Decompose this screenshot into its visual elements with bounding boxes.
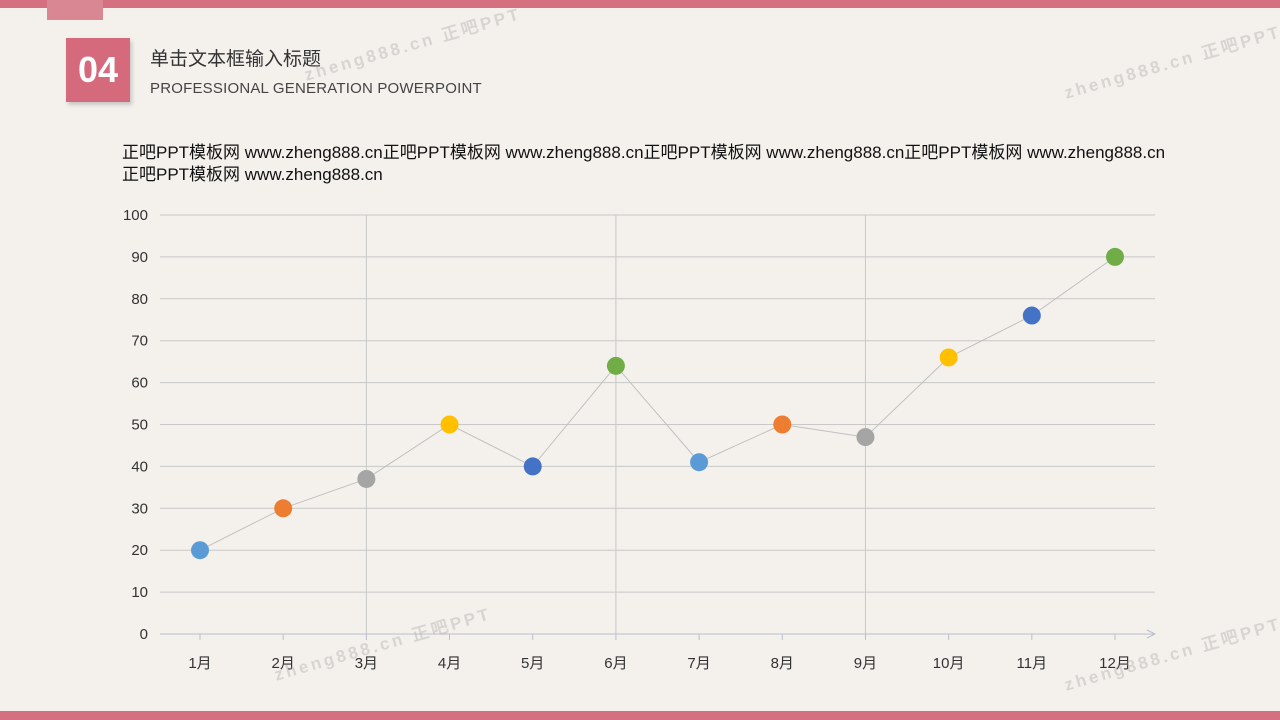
x-tick-label: 2月 xyxy=(272,655,295,672)
data-point xyxy=(856,428,875,447)
x-tick-label: 1月 xyxy=(188,655,211,672)
x-axis-arrow xyxy=(1146,629,1157,639)
x-tick-label: 10月 xyxy=(933,655,965,672)
y-tick-label: 100 xyxy=(123,207,148,224)
page-title[interactable]: 单击文本框输入标题 xyxy=(150,49,322,70)
series-line xyxy=(199,256,1116,551)
y-tick-label: 50 xyxy=(131,417,148,434)
y-tick-label: 40 xyxy=(131,458,148,475)
data-point xyxy=(1022,306,1041,325)
x-tick-label: 12月 xyxy=(1099,655,1131,672)
y-axis-ticks: 0 10 20 30 40 50 60 70 80 90 100 xyxy=(123,207,148,643)
data-point xyxy=(191,541,209,560)
x-tick-label: 5月 xyxy=(521,655,544,672)
y-tick-label: 90 xyxy=(131,249,148,266)
y-tick-label: 60 xyxy=(131,375,148,392)
x-tick-label: 3月 xyxy=(355,655,378,672)
chart-gridlines xyxy=(160,214,1155,634)
y-tick-label: 0 xyxy=(140,626,148,643)
x-tick-label: 4月 xyxy=(438,655,461,672)
page-subtitle: PROFESSIONAL GENERATION POWERPOINT xyxy=(150,80,482,97)
data-point xyxy=(523,457,542,476)
data-point xyxy=(1106,247,1124,266)
header-tab-decoration xyxy=(47,0,103,20)
y-tick-label: 80 xyxy=(131,291,148,308)
data-point xyxy=(274,499,293,518)
x-tick-label: 9月 xyxy=(854,655,877,672)
data-point xyxy=(690,453,709,472)
x-tick-label: 8月 xyxy=(771,655,794,672)
x-axis: 1月 2月 3月 4月 5月 6月 7月 8月 9月 10月 11月 12月 xyxy=(160,629,1157,672)
x-tick-label: 7月 xyxy=(687,655,710,672)
data-point xyxy=(606,356,625,375)
chart-series xyxy=(191,247,1124,560)
top-accent-bar xyxy=(0,0,1280,8)
body-paragraph[interactable]: 正吧PPT模板网 www.zheng888.cn正吧PPT模板网 www.zhe… xyxy=(122,143,1166,184)
y-tick-label: 10 xyxy=(131,584,148,601)
data-point xyxy=(773,415,792,434)
x-tick-label: 6月 xyxy=(604,655,627,672)
y-tick-label: 20 xyxy=(131,542,148,559)
data-point xyxy=(357,469,376,488)
data-point xyxy=(939,348,958,367)
bottom-accent-bar xyxy=(0,711,1280,720)
section-number-badge: 04 xyxy=(66,38,130,102)
y-tick-label: 70 xyxy=(131,333,148,350)
data-point xyxy=(440,415,459,434)
x-tick-label: 11月 xyxy=(1017,655,1048,672)
y-tick-label: 30 xyxy=(131,500,148,517)
